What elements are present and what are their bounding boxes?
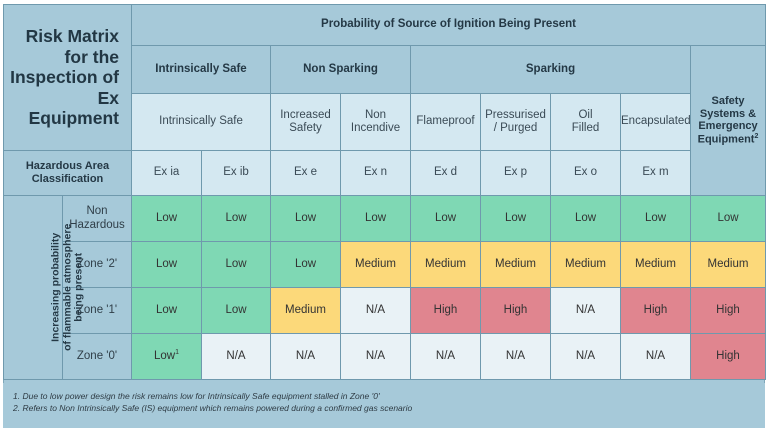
zone-label-zone-0: Zone '0': [62, 333, 132, 380]
hazardous-area-label: Hazardous Area Classification: [3, 150, 132, 196]
risk-cell: Medium: [270, 287, 341, 334]
risk-cell: N/A: [270, 333, 341, 380]
risk-cell: Low: [550, 195, 621, 242]
risk-cell: Low: [340, 195, 411, 242]
risk-cell: Low: [131, 287, 202, 334]
code-ex-o: Ex o: [550, 150, 621, 196]
risk-cell: Low: [690, 195, 766, 242]
subgroup-encapsulated: Encapsulated: [620, 93, 691, 151]
code-ex-n: Ex n: [340, 150, 411, 196]
side-label: Increasing probability of flammable atmo…: [3, 195, 84, 380]
risk-matrix-table: Risk Matrix for the Inspection of Ex Equ…: [3, 4, 766, 380]
risk-cell: Low: [620, 195, 691, 242]
zone-label-non-hazardous: Non Hazardous: [62, 195, 132, 242]
risk-cell: Medium: [550, 241, 621, 288]
risk-cell: N/A: [340, 287, 411, 334]
table-row: Increasing probability of flammable atmo…: [3, 195, 766, 380]
subgroup-pressurised: Pressurised / Purged: [480, 93, 551, 151]
subgroup-oil-filled: Oil Filled: [550, 93, 621, 151]
risk-cell: N/A: [340, 333, 411, 380]
risk-cell: Medium: [480, 241, 551, 288]
risk-cell: Low: [131, 195, 202, 242]
risk-cell: Low: [201, 287, 271, 334]
subgroup-intrinsically-safe: Intrinsically Safe: [131, 93, 271, 151]
code-ex-ia: Ex ia: [131, 150, 202, 196]
risk-cell: Low: [201, 241, 271, 288]
table-row: Zone '1' Low Low Medium N/A High High N/…: [4, 287, 766, 334]
group-non-sparking: Non Sparking: [270, 45, 411, 94]
table-row: Zone '2' Low Low Low Medium Medium Mediu…: [4, 241, 766, 288]
risk-cell: N/A: [550, 287, 621, 334]
risk-cell: High: [480, 287, 551, 334]
risk-cell: Medium: [690, 241, 766, 288]
risk-cell: N/A: [550, 333, 621, 380]
risk-cell: N/A: [620, 333, 691, 380]
matrix-title: Risk Matrix for the Inspection of Ex Equ…: [3, 4, 132, 151]
probability-header: Probability of Source of Ignition Being …: [131, 4, 766, 46]
subgroup-non-incendive: Non Incendive: [340, 93, 411, 151]
footnote-2: 2. Refers to Non Intrinsically Safe (IS)…: [13, 403, 413, 414]
subgroup-flameproof: Flameproof: [410, 93, 481, 151]
table-row: Zone '0' Low1 N/A N/A N/A N/A N/A N/A N/…: [4, 333, 766, 380]
code-ex-m: Ex m: [620, 150, 691, 196]
risk-cell: Low: [270, 241, 341, 288]
code-ex-ib: Ex ib: [201, 150, 271, 196]
risk-cell: Medium: [620, 241, 691, 288]
group-safety-systems: Safety Systems & Emergency Equipment2: [690, 45, 766, 196]
risk-cell: Low: [131, 241, 202, 288]
risk-cell: High: [690, 333, 766, 380]
group-intrinsically-safe: Intrinsically Safe: [131, 45, 271, 94]
risk-cell: Medium: [340, 241, 411, 288]
risk-cell: Low: [480, 195, 551, 242]
group-sparking: Sparking: [410, 45, 691, 94]
risk-cell: Low1: [131, 333, 202, 380]
subgroup-increased-safety: Increased Safety: [270, 93, 341, 151]
footnote-1: 1. Due to low power design the risk rema…: [13, 391, 380, 401]
risk-cell: N/A: [410, 333, 481, 380]
footnotes: 1. Due to low power design the risk rema…: [3, 383, 765, 428]
code-ex-d: Ex d: [410, 150, 481, 196]
risk-cell: N/A: [201, 333, 271, 380]
code-ex-e: Ex e: [270, 150, 341, 196]
risk-cell: High: [690, 287, 766, 334]
risk-cell: High: [620, 287, 691, 334]
risk-cell: High: [410, 287, 481, 334]
risk-cell: Low: [201, 195, 271, 242]
risk-cell: Low: [270, 195, 341, 242]
zone-label-zone-2: Zone '2': [62, 241, 132, 288]
zone-label-zone-1: Zone '1': [62, 287, 132, 334]
risk-cell: Medium: [410, 241, 481, 288]
code-ex-p: Ex p: [480, 150, 551, 196]
risk-cell: N/A: [480, 333, 551, 380]
risk-cell: Low: [410, 195, 481, 242]
